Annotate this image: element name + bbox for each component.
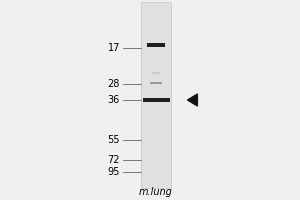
Bar	[147, 43, 165, 47]
Text: 55: 55	[107, 135, 120, 145]
Polygon shape	[188, 94, 197, 106]
Text: 72: 72	[107, 155, 120, 165]
Bar	[141, 2, 171, 188]
Bar	[150, 82, 162, 84]
Text: 17: 17	[108, 43, 120, 53]
Text: 36: 36	[108, 95, 120, 105]
Text: 28: 28	[108, 79, 120, 89]
Bar	[142, 98, 170, 102]
Text: m.lung: m.lung	[139, 187, 173, 197]
Bar	[152, 72, 160, 74]
Text: 95: 95	[108, 167, 120, 177]
